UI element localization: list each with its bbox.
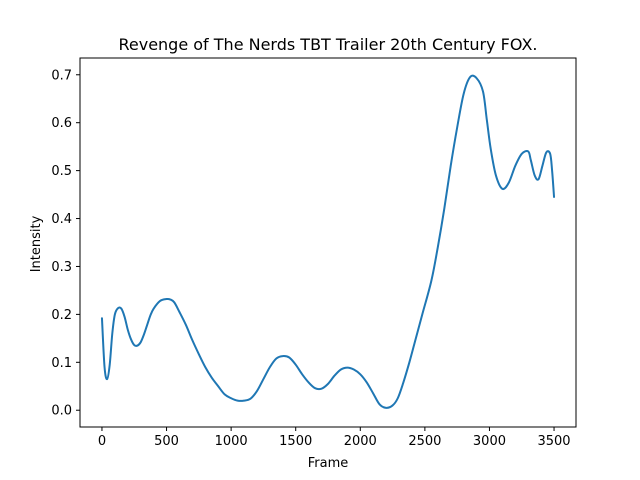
y-tick-label: 0.3 <box>51 260 72 275</box>
x-axis: 0 500 1000 1500 2000 2500 3000 3500 <box>98 427 571 449</box>
series-line <box>100 74 556 409</box>
x-tick-label: 500 <box>154 434 179 449</box>
x-tick-label: 1000 <box>215 434 248 449</box>
y-tick-label: 0.2 <box>51 308 72 323</box>
y-axis-label: Intensity <box>29 215 44 272</box>
x-axis-label: Frame <box>308 456 349 471</box>
plot-area <box>100 74 556 409</box>
y-axis: 0.0 0.1 0.2 0.3 0.4 0.5 0.6 0.7 <box>51 68 80 419</box>
x-tick-label: 2000 <box>344 434 377 449</box>
x-tick-label: 1500 <box>279 434 312 449</box>
x-tick-label: 3000 <box>473 434 506 449</box>
y-tick-label: 0.5 <box>51 164 72 179</box>
y-tick-label: 0.1 <box>51 356 72 371</box>
x-tick-label: 2500 <box>408 434 441 449</box>
y-tick-label: 0.0 <box>51 404 72 419</box>
y-tick-label: 0.7 <box>51 68 72 83</box>
axes-frame <box>79 57 577 428</box>
y-tick-label: 0.6 <box>51 116 72 131</box>
x-tick-label: 0 <box>98 434 106 449</box>
x-tick-label: 3500 <box>537 434 570 449</box>
chart-title: Revenge of The Nerds TBT Trailer 20th Ce… <box>118 35 537 54</box>
y-tick-label: 0.4 <box>51 212 72 227</box>
